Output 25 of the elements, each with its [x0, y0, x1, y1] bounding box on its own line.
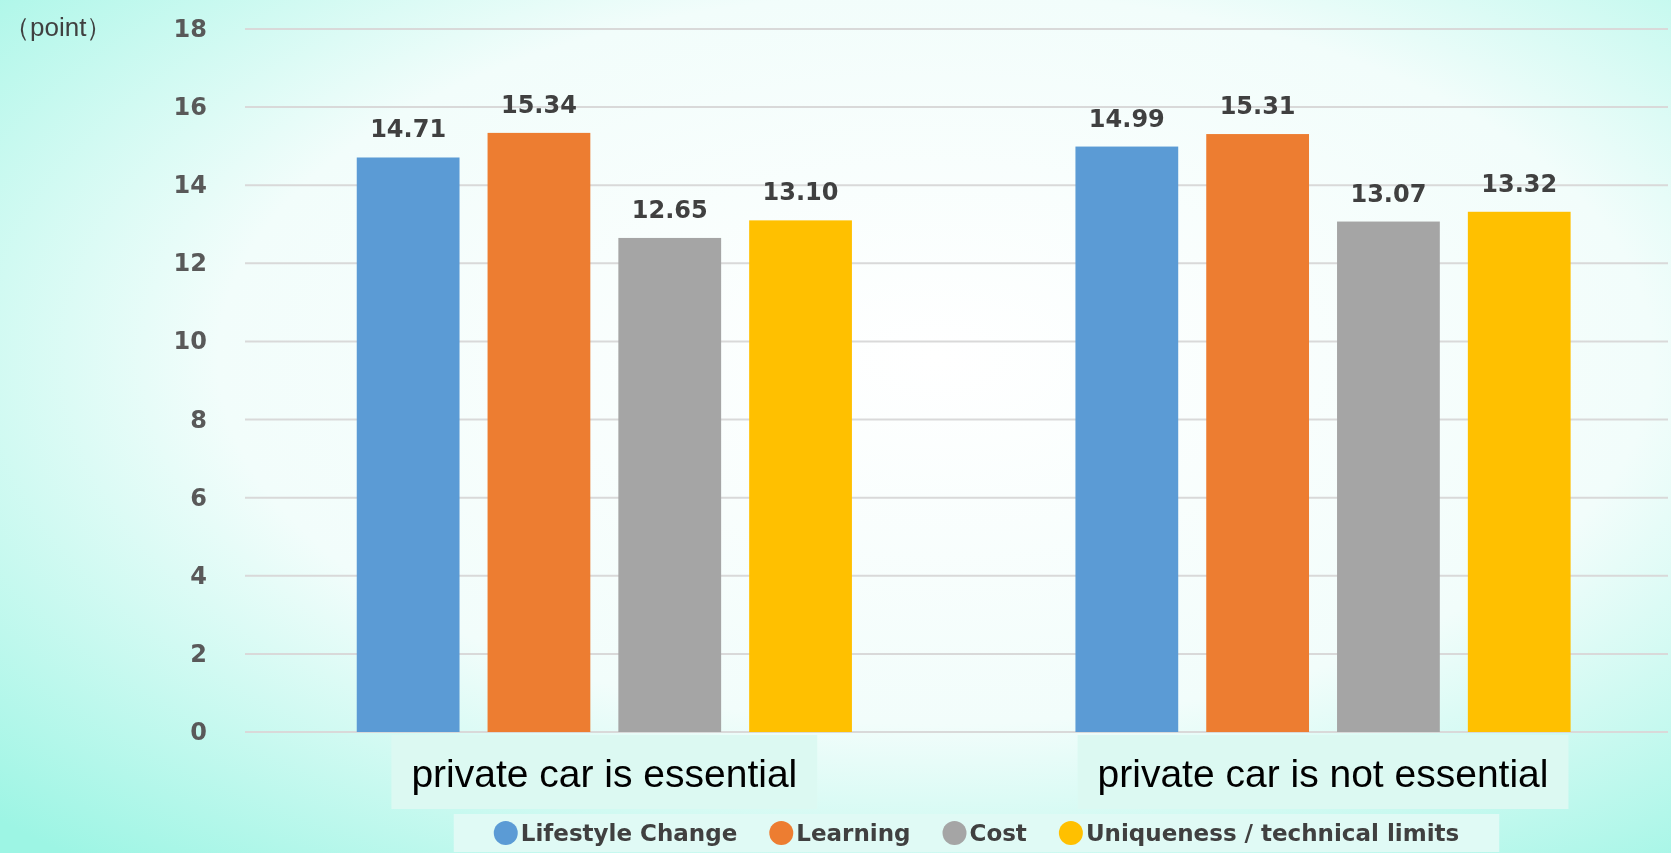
y-tick-label: 10 [173, 327, 207, 356]
y-tick-label: 2 [190, 639, 207, 668]
data-label: 14.99 [1088, 104, 1165, 133]
legend-label: Uniqueness / technical limits [1085, 820, 1460, 846]
y-tick-label: 6 [190, 483, 207, 512]
data-label: 13.32 [1481, 169, 1558, 198]
y-tick-label: 8 [190, 405, 207, 434]
x-tick-label: private car is essential [411, 752, 798, 795]
legend-label: Lifestyle Change [520, 820, 738, 846]
y-tick-label: 0 [190, 718, 207, 746]
y-tick-label: 14 [173, 171, 207, 200]
y-tick-label: 4 [190, 561, 207, 590]
legend-label: Cost [969, 820, 1027, 846]
legend-label: Learning [796, 820, 911, 846]
y-tick-label: 16 [173, 93, 207, 122]
data-label: 13.10 [762, 178, 839, 207]
data-label: 12.65 [631, 195, 708, 224]
data-label: 14.71 [370, 115, 447, 144]
data-label: 15.34 [500, 90, 577, 119]
data-label: 13.07 [1350, 179, 1427, 208]
y-tick-label: 12 [173, 249, 207, 278]
x-tick-label: private car is not essential [1097, 752, 1549, 795]
y-axis-title: （point） [4, 12, 113, 42]
y-tick-label: 18 [173, 15, 207, 43]
data-label: 15.31 [1219, 92, 1296, 121]
